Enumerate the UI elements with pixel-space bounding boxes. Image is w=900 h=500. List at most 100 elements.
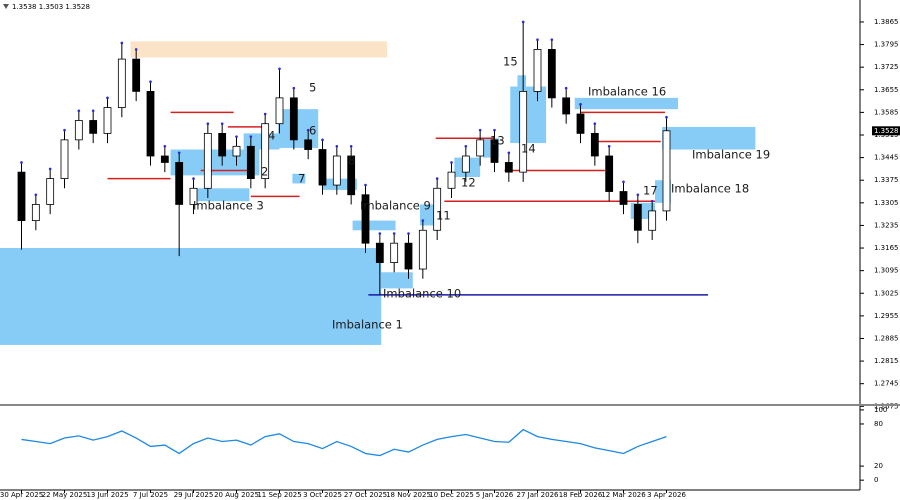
- swing-dot: [149, 80, 152, 84]
- candle-body: [160, 155, 169, 163]
- swing-dot: [493, 128, 496, 132]
- swing-dot: [249, 135, 253, 138]
- zone-label: Imbalance 1: [332, 318, 403, 332]
- swing-dot: [63, 128, 66, 132]
- zone-label: 11: [436, 209, 451, 223]
- imbalance-zone: [574, 97, 678, 110]
- indicator-tick-label: 20: [874, 462, 883, 470]
- candle-body: [590, 132, 599, 157]
- zone-label: 13: [490, 134, 505, 148]
- y-tick-label: 1.2955: [874, 312, 899, 320]
- last-price-box: [872, 126, 900, 136]
- x-tick-label: 3 Oct 2025: [303, 491, 342, 499]
- candle-body: [261, 123, 270, 180]
- candle-body: [289, 97, 298, 141]
- symbol-icon: [3, 4, 9, 9]
- swing-dot: [622, 180, 625, 184]
- candle-body: [332, 155, 341, 186]
- candle-body: [17, 171, 26, 221]
- imbalance-zone: [170, 149, 260, 176]
- x-tick-label: 5 Jan 2026: [476, 491, 514, 499]
- indicator-line: [21, 428, 667, 457]
- y-tick-label: 1.2675: [874, 402, 899, 410]
- swing-dot: [220, 122, 224, 125]
- swing-dot: [91, 109, 95, 113]
- swing-dot: [163, 145, 167, 148]
- y-tick-label: 1.3795: [874, 41, 899, 49]
- swing-dot: [235, 135, 238, 138]
- candle-body: [46, 178, 55, 205]
- x-tick-label: 18 Feb 2026: [559, 491, 603, 499]
- swing-dot: [464, 145, 468, 148]
- swing-dot: [349, 145, 353, 148]
- x-tick-label: 13 Jun 2025: [86, 491, 128, 499]
- zone-label: 2: [261, 165, 268, 179]
- y-tick-label: 1.3445: [874, 154, 899, 162]
- y-tick-label: 1.3025: [874, 289, 899, 297]
- swing-dot: [421, 219, 425, 222]
- candle-body: [504, 162, 513, 173]
- swing-dot: [593, 122, 597, 125]
- imbalance-zone: [0, 248, 382, 345]
- candle-body: [218, 132, 227, 157]
- candle-body: [375, 242, 384, 263]
- swing-dot: [450, 161, 453, 164]
- imbalance-zone: [292, 173, 306, 184]
- x-tick-label: 11 Sep 2025: [257, 491, 301, 499]
- swing-dot: [120, 41, 124, 45]
- swing-dot: [134, 48, 138, 51]
- candle-body: [519, 90, 528, 173]
- candle-body: [275, 97, 284, 125]
- candle-body: [361, 194, 370, 244]
- swing-dot: [278, 67, 281, 71]
- swing-dot: [335, 145, 339, 148]
- candle-body: [619, 191, 628, 205]
- imbalance-zone: [419, 204, 438, 226]
- swing-dot: [306, 128, 310, 132]
- x-tick-label: 7 Jul 2025: [133, 491, 168, 499]
- y-tick-label: 1.2745: [874, 380, 899, 388]
- imbalance-zone: [510, 86, 547, 144]
- swing-dot: [579, 103, 582, 106]
- y-tick-label: 1.3725: [874, 63, 899, 71]
- imbalance-zone: [662, 126, 756, 150]
- candle-body: [117, 58, 126, 108]
- indicator-tick-label: 0: [874, 476, 878, 484]
- y-tick-label: 1.3305: [874, 199, 899, 207]
- swing-dot: [536, 38, 539, 42]
- imbalance-zone: [359, 272, 413, 289]
- candle-body: [533, 49, 542, 92]
- zone-label: Imbalance 18: [671, 182, 749, 196]
- candle-body: [633, 204, 642, 231]
- swing-dot: [650, 199, 654, 203]
- y-tick-label: 1.3585: [874, 108, 899, 116]
- x-tick-label: 27 Oct 2025: [344, 491, 387, 499]
- zone-label: 8: [348, 154, 355, 168]
- candle-body: [89, 120, 98, 134]
- zone-label: Imbalance 3: [193, 199, 264, 213]
- swing-dot: [77, 109, 81, 113]
- candle-body: [60, 139, 69, 180]
- y-tick-label: 1.3235: [874, 221, 899, 229]
- zone-label: Imbalance 19: [692, 148, 770, 162]
- x-tick-label: 22 May 2025: [42, 491, 88, 499]
- candle-body: [203, 132, 212, 189]
- imbalance-zone: [130, 41, 387, 58]
- imbalance-zone: [517, 75, 527, 89]
- y-tick-label: 1.2815: [874, 357, 899, 365]
- y-tick-label: 1.3655: [874, 86, 899, 94]
- swing-dot: [607, 145, 611, 148]
- candle-body: [132, 58, 141, 92]
- candle-body: [447, 171, 456, 189]
- y-tick-label: 1.2885: [874, 334, 899, 342]
- swing-dot: [636, 193, 640, 197]
- y-tick-label: 1.3375: [874, 176, 899, 184]
- candle-body: [304, 139, 313, 150]
- y-tick-label: 1.3095: [874, 267, 899, 275]
- candle-body: [318, 149, 327, 186]
- swing-dot: [665, 115, 668, 119]
- swing-dot: [378, 232, 382, 235]
- swing-dot: [48, 167, 52, 171]
- candles: [17, 20, 671, 295]
